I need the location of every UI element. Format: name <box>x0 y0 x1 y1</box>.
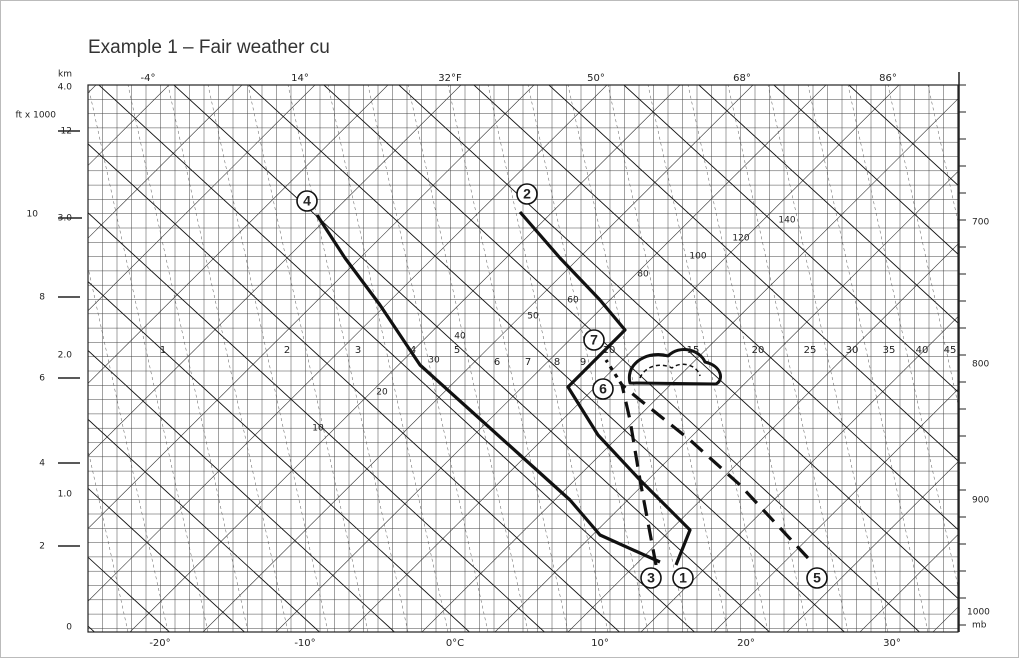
left-axis-label: 2.0 <box>58 351 73 361</box>
marker-label: 3 <box>647 570 655 586</box>
mixing-ratio-label: 10 <box>603 345 616 356</box>
bottom-axis-label: 30° <box>883 638 901 649</box>
mixing-ratio-label: 2 <box>284 345 290 356</box>
top-axis-label: 50° <box>587 73 605 84</box>
line-label: 50 <box>527 312 539 322</box>
left-axis-label: 8 <box>39 293 45 303</box>
marker-label: 6 <box>599 381 607 397</box>
bottom-axis-label: -20° <box>149 638 170 649</box>
marker-label: 5 <box>813 570 821 586</box>
top-axis-label: 86° <box>879 73 897 84</box>
mixing-ratio-label: 5 <box>454 345 460 356</box>
mixing-ratio-label: 20 <box>752 345 765 356</box>
mixing-ratio-label: 15 <box>687 345 700 356</box>
left-axis-label: 0 <box>66 623 72 633</box>
line-label: 80 <box>637 270 649 280</box>
left-axis-label: 6 <box>39 374 45 384</box>
right-axis-label: 800 <box>972 360 989 370</box>
right-axis-label: 1000 <box>967 608 990 618</box>
bottom-axis-label: 20° <box>737 638 755 649</box>
mixing-ratio-label: 30 <box>846 345 859 356</box>
mixing-ratio-label: 8 <box>554 357 560 368</box>
mixing-ratio-label: 35 <box>883 345 896 356</box>
mixing-ratio-label: 6 <box>494 357 500 368</box>
bottom-axis-label: 10° <box>591 638 609 649</box>
top-axis-label: 68° <box>733 73 751 84</box>
bottom-axis-label: 0°C <box>446 638 464 649</box>
title: Example 1 – Fair weather cu <box>88 37 330 58</box>
left-axis-label: 4.0 <box>58 83 73 93</box>
marker-label: 2 <box>523 186 531 202</box>
mixing-ratio-label: 45 <box>944 345 957 356</box>
left-axis-label: 4 <box>39 459 45 469</box>
left-axis-label: 2 <box>39 542 45 552</box>
mixing-ratio-label: 1 <box>160 345 166 356</box>
mixing-ratio-label: 25 <box>804 345 817 356</box>
line-label: 120 <box>732 234 749 244</box>
line-label: 40 <box>454 332 466 342</box>
right-axis-label: mb <box>972 621 987 631</box>
mixing-ratio-label: 7 <box>525 357 531 368</box>
left-axis-label: 10 <box>27 210 39 220</box>
bottom-axis-label: -10° <box>294 638 315 649</box>
marker-label: 1 <box>679 570 687 586</box>
line-label: 30 <box>428 356 440 366</box>
line-label: 60 <box>567 296 579 306</box>
mixing-ratio-label: 9 <box>580 357 586 368</box>
left-axis-label: 1.0 <box>58 490 73 500</box>
line-label: 100 <box>689 252 706 262</box>
top-axis-label: -4° <box>141 73 156 84</box>
top-axis-label: 14° <box>291 73 309 84</box>
mixing-ratio-label: 4 <box>410 345 416 356</box>
mixing-ratio-label: 40 <box>916 345 929 356</box>
mixing-ratio-label: 3 <box>355 345 361 356</box>
left-axis-label: ft x 1000 <box>16 111 57 121</box>
line-label: 20 <box>376 388 388 398</box>
marker-label: 4 <box>303 193 311 209</box>
right-axis-label: 900 <box>972 496 989 506</box>
top-axis-label: 32°F <box>438 73 462 84</box>
skew-t-figure: Example 1 – Fair weather cu -4°14°32°F50… <box>0 0 1019 658</box>
marker-label: 7 <box>590 332 598 348</box>
left-axis-label: km <box>58 70 72 80</box>
line-label: 140 <box>778 216 795 226</box>
right-axis-label: 700 <box>972 218 989 228</box>
line-label: 10 <box>312 424 324 434</box>
